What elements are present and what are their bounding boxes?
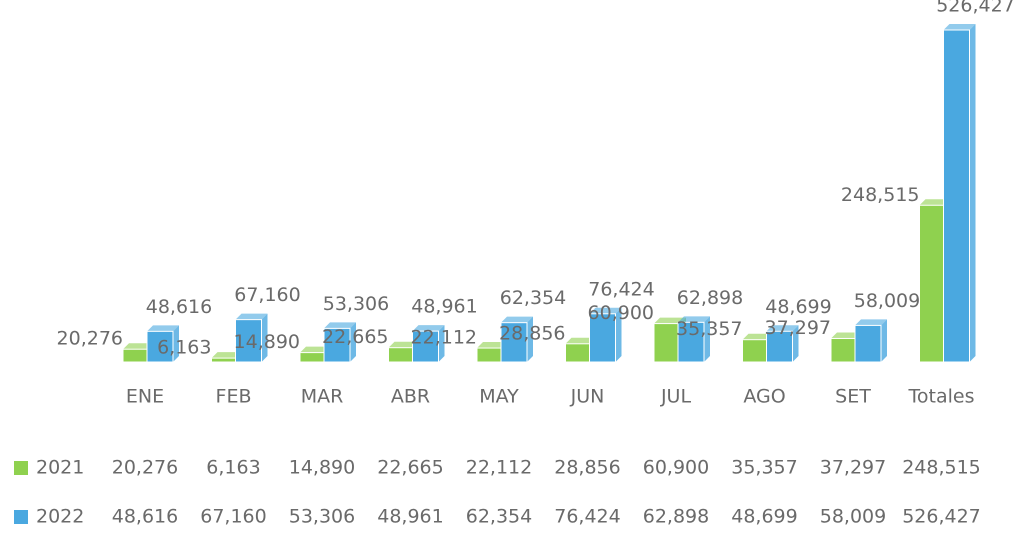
bar xyxy=(565,343,592,363)
data-label: 62,898 xyxy=(677,287,743,309)
bar xyxy=(830,337,858,363)
data-label: 48,616 xyxy=(146,296,212,318)
x-tick-label: JUL xyxy=(660,386,692,408)
bar-top xyxy=(324,322,356,329)
bar xyxy=(943,29,970,363)
bar-top xyxy=(855,319,887,326)
table-cell: 526,427 xyxy=(902,506,981,528)
bar-top xyxy=(943,24,976,30)
data-label: 20,276 xyxy=(57,328,123,350)
bar-side xyxy=(261,313,268,362)
bar-top xyxy=(412,325,445,332)
bar xyxy=(146,330,174,363)
table-cell: 22,665 xyxy=(377,457,443,479)
bar-side xyxy=(881,319,887,362)
bar xyxy=(500,322,528,363)
bar xyxy=(299,352,327,363)
bar xyxy=(677,321,705,363)
x-tick-label: ENE xyxy=(126,386,164,408)
data-label: 6,163 xyxy=(157,337,211,359)
bar-top xyxy=(766,325,799,332)
data-label: 67,160 xyxy=(234,284,300,306)
bar xyxy=(742,339,769,363)
bar-top xyxy=(678,316,710,323)
legend-label: 2021 xyxy=(36,457,84,479)
data-label: 248,515 xyxy=(841,184,920,206)
table-cell: 62,354 xyxy=(466,506,532,528)
table-cell: 37,297 xyxy=(820,457,886,479)
table-cell: 48,961 xyxy=(377,506,443,528)
table-cell: 60,900 xyxy=(643,457,709,479)
table-cell: 62,898 xyxy=(643,506,709,528)
x-tick-label: MAR xyxy=(301,386,344,408)
bar xyxy=(854,324,882,363)
bar xyxy=(919,204,946,363)
x-tick-label: FEB xyxy=(216,386,252,408)
bar-top xyxy=(147,325,179,332)
data-label: 60,900 xyxy=(588,302,654,324)
bar xyxy=(766,330,793,363)
x-tick-label: SET xyxy=(835,386,871,408)
legend-label: 2022 xyxy=(36,506,84,528)
data-label: 14,890 xyxy=(234,331,300,353)
bar xyxy=(122,348,150,363)
bar xyxy=(235,319,262,363)
data-label: 58,009 xyxy=(854,290,920,312)
bar-top xyxy=(235,313,268,320)
bar-side xyxy=(438,325,445,362)
table-cell: 20,276 xyxy=(112,457,178,479)
table-cell: 22,112 xyxy=(466,457,532,479)
x-tick-label: Totales xyxy=(908,386,975,408)
data-label: 35,357 xyxy=(676,318,742,340)
x-tick-label: MAY xyxy=(479,386,519,408)
table-cell: 28,856 xyxy=(554,457,620,479)
bar xyxy=(589,313,616,363)
data-label: 22,112 xyxy=(411,327,477,349)
legend-swatch xyxy=(14,510,28,524)
data-label: 53,306 xyxy=(323,293,389,315)
bar xyxy=(412,330,439,363)
bar-top xyxy=(589,307,622,314)
bar-side xyxy=(527,316,533,362)
data-label: 48,961 xyxy=(411,296,477,318)
bar-side xyxy=(173,325,179,362)
table-cell: 14,890 xyxy=(289,457,355,479)
bar-side xyxy=(704,316,710,362)
bar xyxy=(388,347,415,363)
table-cell: 35,357 xyxy=(731,457,797,479)
table-cell: 76,424 xyxy=(554,506,620,528)
bar-side xyxy=(792,325,799,362)
legend-swatch xyxy=(14,461,28,475)
bar xyxy=(653,323,681,363)
bar-side xyxy=(350,322,356,362)
bar xyxy=(476,347,504,363)
bar-top xyxy=(501,316,533,323)
table-cell: 6,163 xyxy=(206,457,260,479)
table-cell: 248,515 xyxy=(902,457,981,479)
data-label: 22,665 xyxy=(322,326,388,348)
bar-side xyxy=(969,24,976,362)
data-label: 48,699 xyxy=(765,296,831,318)
bar-side xyxy=(615,307,622,362)
data-label: 37,297 xyxy=(765,317,831,339)
data-label: 526,427 xyxy=(936,0,1013,17)
x-tick-label: JUN xyxy=(570,386,605,408)
data-label: 62,354 xyxy=(500,287,566,309)
table-cell: 48,699 xyxy=(731,506,797,528)
bar xyxy=(323,327,351,363)
table-cell: 48,616 xyxy=(112,506,178,528)
table-cell: 67,160 xyxy=(200,506,266,528)
x-tick-label: ABR xyxy=(391,386,430,408)
data-label: 28,856 xyxy=(499,322,565,344)
bar xyxy=(211,357,238,363)
table-cell: 58,009 xyxy=(820,506,886,528)
x-tick-label: AGO xyxy=(743,386,785,408)
table-cell: 53,306 xyxy=(289,506,355,528)
data-label: 76,424 xyxy=(588,278,654,300)
